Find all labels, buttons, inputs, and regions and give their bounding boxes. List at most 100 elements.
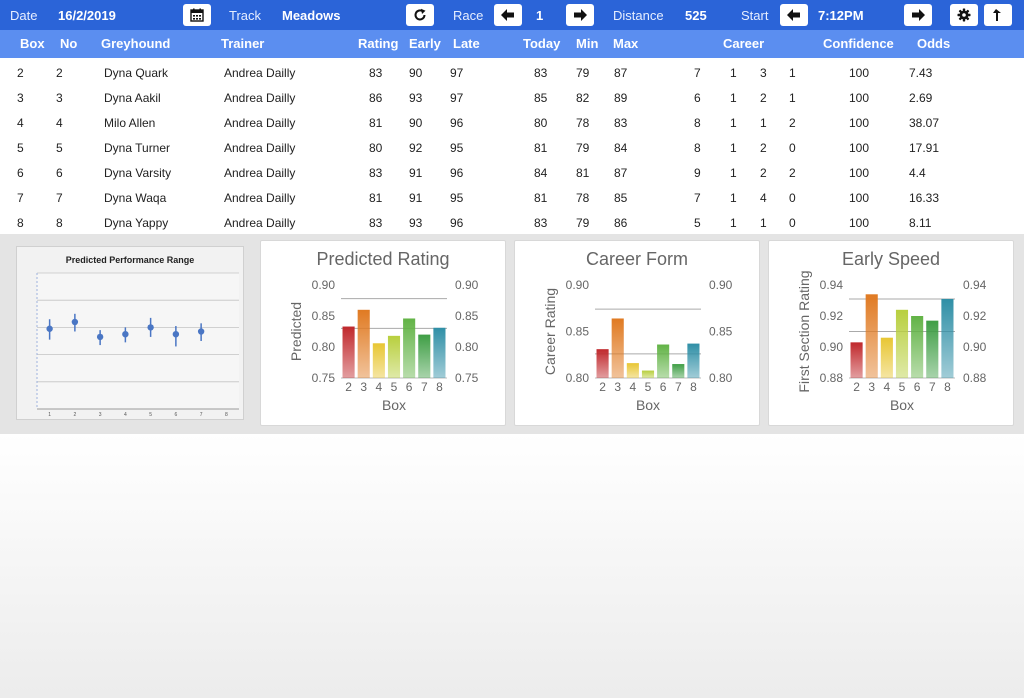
cell-late: 97 <box>450 91 464 105</box>
cell-confidence: 100 <box>849 66 870 80</box>
bar <box>687 343 700 378</box>
track-value[interactable]: Meadows <box>282 8 341 23</box>
date-label: Date <box>10 8 38 23</box>
col-min[interactable]: Min <box>576 36 599 51</box>
gear-icon <box>957 8 971 22</box>
start-prev-button[interactable] <box>780 4 808 26</box>
career-form-plot: 2 3 4 5 6 7 8 0.80 0.80 0.85 0.85 0.90 0.90 Box Career… <box>542 278 733 413</box>
col-late[interactable]: Late <box>453 36 480 51</box>
y-tick-label: 0.88 <box>820 371 844 385</box>
y-tick-label-right: 0.75 <box>455 371 479 385</box>
x-tick-label: 7 <box>675 380 682 394</box>
table-row[interactable]: 5 5 Dyna Turner Andrea Dailly 80 92 95 8… <box>0 135 1024 160</box>
table-row[interactable]: 6 6 Dyna Varsity Andrea Dailly 83 91 96 … <box>0 160 1024 185</box>
cell-late: 96 <box>450 166 464 180</box>
cell-confidence: 100 <box>849 191 870 205</box>
col-confidence[interactable]: Confidence <box>823 36 894 51</box>
refresh-button[interactable] <box>406 4 434 26</box>
bar <box>880 337 893 378</box>
data-point <box>46 325 53 332</box>
col-no[interactable]: No <box>60 36 78 51</box>
date-value[interactable]: 16/2/2019 <box>58 8 116 23</box>
bar <box>895 309 909 378</box>
col-max[interactable]: Max <box>613 36 639 51</box>
cell-odds: 2.69 <box>909 91 933 105</box>
table-row[interactable]: 4 4 Milo Allen Andrea Dailly 81 90 96 80… <box>0 110 1024 135</box>
table-row[interactable]: 3 3 Dyna Aakil Andrea Dailly 86 93 97 85… <box>0 85 1024 110</box>
cell-rating: 81 <box>369 116 383 130</box>
x-axis-title: Box <box>636 397 660 413</box>
cell-confidence: 100 <box>849 116 870 130</box>
y-axis-title: Predicted <box>288 302 304 361</box>
cell-max: 85 <box>614 191 628 205</box>
calendar-button[interactable] <box>183 4 211 26</box>
cell-today: 83 <box>534 66 548 80</box>
x-tick-label: 4 <box>884 380 891 394</box>
y-tick-label-right: 0.90 <box>963 340 987 354</box>
col-odds[interactable]: Odds <box>917 36 951 51</box>
x-tick-label: 2 <box>73 412 76 418</box>
x-tick-label: 7 <box>421 380 428 394</box>
arrow-left-icon <box>787 9 800 21</box>
col-rating[interactable]: Rating <box>358 36 399 51</box>
settings-button[interactable] <box>950 4 978 26</box>
cell-no: 6 <box>56 166 63 180</box>
cell-late: 96 <box>450 116 464 130</box>
cell-career-wins: 1 <box>730 116 737 130</box>
cell-career-seconds: 2 <box>760 91 767 105</box>
race-prev-button[interactable] <box>494 4 522 26</box>
cell-rating: 83 <box>369 166 383 180</box>
x-tick-label: 2 <box>345 380 352 394</box>
table-row[interactable]: 2 2 Dyna Quark Andrea Dailly 83 90 97 83… <box>0 60 1024 85</box>
table-row[interactable]: 7 7 Dyna Waqa Andrea Dailly 81 91 95 81 … <box>0 185 1024 210</box>
data-point <box>172 331 180 338</box>
cell-rating: 81 <box>369 191 383 205</box>
x-tick-label: 6 <box>406 380 413 394</box>
x-tick-label: 4 <box>630 380 637 394</box>
start-next-button[interactable] <box>904 4 932 26</box>
y-axis-title: First Section Rating <box>796 270 812 392</box>
y-tick-label: 0.85 <box>566 325 590 339</box>
cell-greyhound: Dyna Varsity <box>104 166 172 180</box>
start-label: Start <box>741 8 769 23</box>
cell-late: 96 <box>450 216 464 230</box>
y-tick-label-right: 0.80 <box>455 340 479 354</box>
back-button[interactable] <box>984 4 1012 26</box>
x-tick-label: 8 <box>225 412 228 418</box>
race-next-button[interactable] <box>566 4 594 26</box>
cell-rating: 86 <box>369 91 383 105</box>
y-tick-label-right: 0.85 <box>709 325 733 339</box>
y-tick-label: 0.90 <box>312 278 336 292</box>
performance-range-plot: 1 2 3 4 5 6 7 8 <box>36 272 239 418</box>
y-tick-label-right: 0.85 <box>455 309 479 323</box>
cell-odds: 16.33 <box>909 191 940 205</box>
cell-late: 97 <box>450 66 464 80</box>
cell-greyhound: Dyna Yappy <box>104 216 169 230</box>
bar <box>433 327 446 378</box>
bar <box>657 344 670 378</box>
table-row[interactable]: 8 8 Dyna Yappy Andrea Dailly 83 93 96 83… <box>0 210 1024 235</box>
col-greyhound[interactable]: Greyhound <box>101 36 171 51</box>
x-tick-label: 5 <box>899 380 906 394</box>
cell-early: 93 <box>409 91 423 105</box>
cell-career-thirds: 0 <box>789 191 796 205</box>
col-career[interactable]: Career <box>723 36 765 51</box>
cell-no: 7 <box>56 191 63 205</box>
cell-trainer: Andrea Dailly <box>224 141 296 155</box>
x-tick-label: 6 <box>914 380 921 394</box>
bar <box>941 298 954 378</box>
early-speed-plot: 2 3 4 5 6 7 8 0.88 0.88 0.90 0.90 0.92 0.92 0.94 0.94 B… <box>796 270 987 413</box>
col-today[interactable]: Today <box>523 36 561 51</box>
col-box[interactable]: Box <box>20 36 45 51</box>
cell-no: 5 <box>56 141 63 155</box>
col-trainer[interactable]: Trainer <box>221 36 265 51</box>
y-tick-label-right: 0.92 <box>963 309 987 323</box>
col-early[interactable]: Early <box>409 36 441 51</box>
bar <box>372 343 385 378</box>
y-tick-label-right: 0.90 <box>709 278 733 292</box>
toolbar: Date 16/2/2019 Track Meadows Race 1 Dist… <box>0 0 1024 30</box>
bar <box>418 334 431 378</box>
bar <box>911 316 924 378</box>
cell-career-seconds: 1 <box>760 116 767 130</box>
performance-range-chart: Predicted Performance Range 1 2 3 4 5 6 7 8 <box>16 246 244 420</box>
